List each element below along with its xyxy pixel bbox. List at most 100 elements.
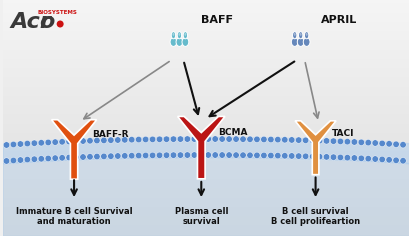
Bar [2, 138, 409, 139]
Ellipse shape [299, 33, 301, 36]
Bar [2, 88, 409, 89]
Bar [2, 19, 409, 20]
Circle shape [198, 152, 204, 158]
Bar [2, 43, 409, 44]
Circle shape [399, 142, 405, 148]
Bar [2, 7, 409, 8]
Bar [2, 126, 409, 127]
Circle shape [3, 142, 10, 148]
Circle shape [17, 157, 24, 163]
Circle shape [101, 153, 107, 160]
Circle shape [399, 158, 405, 164]
Circle shape [80, 154, 86, 160]
Bar [2, 143, 409, 144]
Bar [2, 75, 409, 76]
Ellipse shape [170, 38, 176, 46]
Bar [2, 48, 409, 49]
Bar [2, 141, 409, 142]
Bar [2, 4, 409, 5]
Bar [2, 201, 409, 202]
Bar [2, 124, 409, 125]
Circle shape [350, 155, 357, 161]
Circle shape [350, 139, 357, 145]
Circle shape [357, 155, 364, 161]
Circle shape [108, 137, 114, 143]
Bar [2, 220, 409, 221]
Text: B cell survival
B cell prolifeartion: B cell survival B cell prolifeartion [270, 207, 359, 226]
Bar [2, 215, 409, 216]
Circle shape [73, 154, 79, 160]
Text: BAFF: BAFF [201, 15, 233, 25]
Bar [2, 206, 409, 207]
Circle shape [218, 136, 225, 142]
Circle shape [184, 152, 190, 158]
Bar [2, 127, 409, 128]
Bar [2, 229, 409, 230]
Bar [2, 144, 409, 145]
Text: Immature B cell Survival
and maturation: Immature B cell Survival and maturation [16, 207, 132, 226]
Circle shape [239, 136, 246, 142]
Circle shape [357, 139, 364, 146]
Circle shape [191, 152, 197, 158]
Bar [2, 11, 409, 12]
Circle shape [184, 136, 190, 142]
Circle shape [260, 152, 266, 159]
Ellipse shape [297, 38, 303, 46]
Bar [2, 104, 409, 105]
Bar [2, 184, 409, 185]
Circle shape [316, 138, 322, 144]
Bar [2, 132, 409, 133]
Bar [2, 175, 409, 176]
Bar [2, 34, 409, 35]
Circle shape [204, 136, 211, 142]
Circle shape [31, 140, 37, 146]
Bar [2, 95, 409, 96]
Bar [2, 98, 409, 99]
Circle shape [170, 152, 176, 158]
Bar [2, 234, 409, 235]
Bar [2, 224, 409, 225]
Bar [2, 123, 409, 124]
Bar [2, 230, 409, 231]
Circle shape [45, 139, 51, 146]
Bar [2, 188, 409, 189]
Bar [2, 170, 409, 171]
Circle shape [218, 152, 225, 158]
Circle shape [344, 155, 350, 161]
Circle shape [24, 156, 30, 163]
Circle shape [191, 136, 197, 142]
Bar [2, 22, 409, 23]
Bar [2, 119, 409, 120]
Bar [2, 29, 409, 30]
Bar [2, 57, 409, 58]
Bar [2, 64, 409, 65]
Bar [2, 23, 409, 24]
Circle shape [378, 156, 384, 163]
Circle shape [225, 152, 232, 158]
Circle shape [232, 136, 239, 142]
Bar [2, 102, 409, 103]
Text: BIOSYSTEMS: BIOSYSTEMS [37, 10, 77, 15]
Bar [2, 118, 409, 119]
Bar [2, 179, 409, 180]
Bar [2, 79, 409, 80]
Bar [2, 210, 409, 211]
Bar [2, 198, 409, 199]
Bar [2, 148, 409, 149]
Bar [2, 160, 409, 161]
Bar [2, 74, 409, 75]
Bar [2, 204, 409, 205]
Circle shape [142, 136, 148, 143]
Bar [2, 76, 409, 77]
Bar [2, 112, 409, 113]
Bar [2, 157, 409, 158]
Bar [2, 162, 409, 163]
Bar [2, 136, 409, 137]
Bar [2, 73, 409, 74]
Circle shape [170, 136, 176, 142]
Bar [2, 32, 409, 33]
Circle shape [163, 152, 169, 158]
Text: BAFF-R: BAFF-R [92, 130, 128, 139]
Circle shape [94, 153, 100, 160]
Bar [2, 83, 409, 84]
